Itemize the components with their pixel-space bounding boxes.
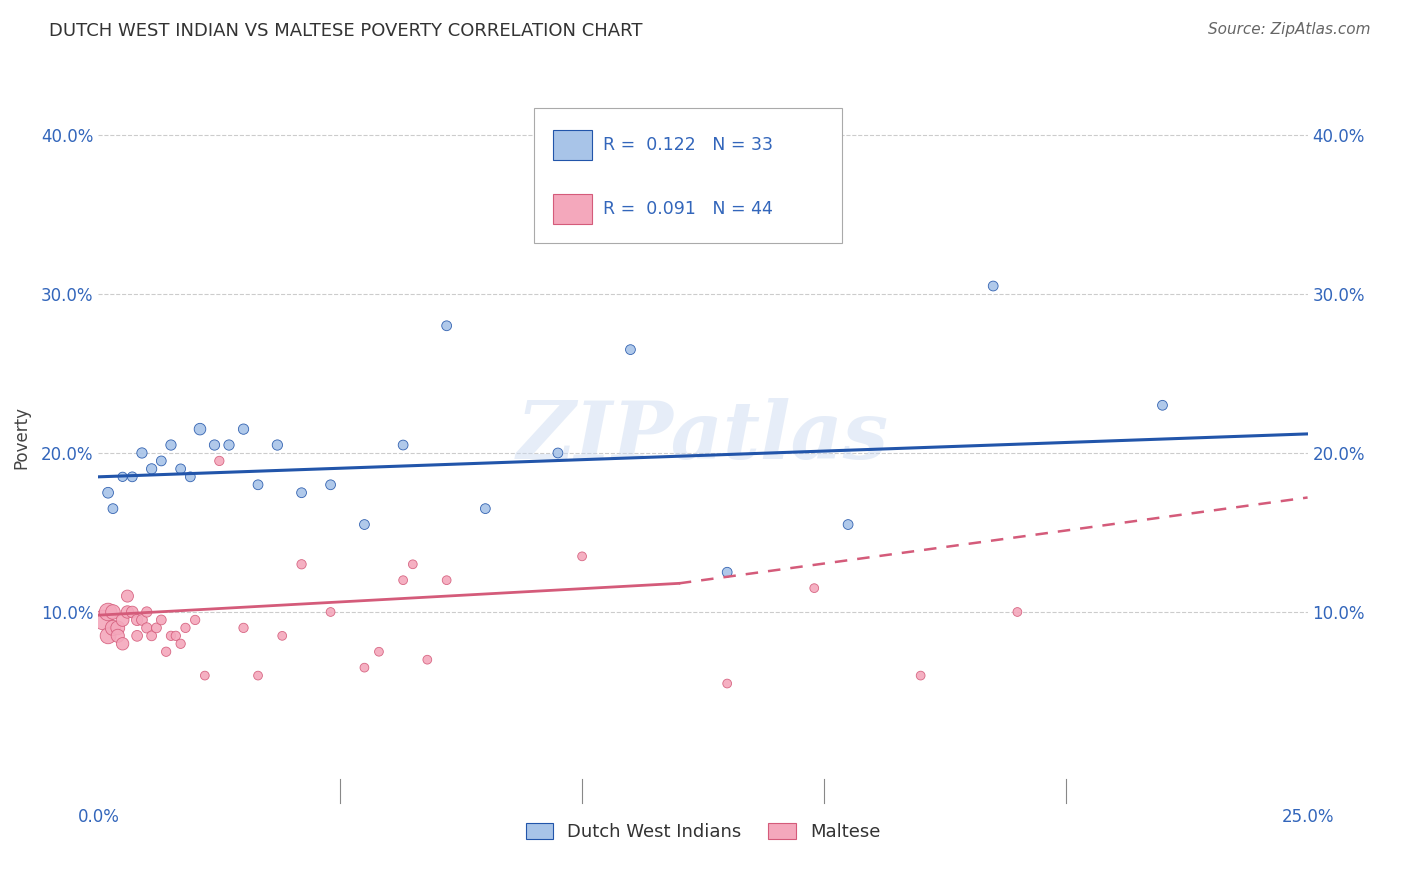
Point [232,621,254,635]
Point [392,573,415,587]
Point [155,645,177,659]
Point [111,613,134,627]
Point [127,613,149,627]
Point [353,517,375,532]
Point [436,573,458,587]
Point [547,446,569,460]
Point [150,613,173,627]
Point [188,422,211,436]
Point [218,438,240,452]
Text: Source: ZipAtlas.com: Source: ZipAtlas.com [1208,22,1371,37]
Point [135,621,157,635]
Point [150,454,173,468]
Text: R =  0.091   N = 44: R = 0.091 N = 44 [603,200,772,218]
Point [121,470,143,484]
FancyBboxPatch shape [534,108,842,244]
Point [319,605,342,619]
Point [117,605,139,619]
Point [160,438,183,452]
Point [402,558,425,572]
Point [121,605,143,619]
Point [141,629,163,643]
Y-axis label: Poverty: Poverty [11,406,30,468]
Point [111,637,134,651]
Point [145,621,167,635]
Point [368,645,391,659]
Point [619,343,641,357]
Point [131,446,153,460]
Point [179,470,201,484]
Point [194,668,217,682]
FancyBboxPatch shape [553,194,592,224]
Point [107,629,129,643]
Point [271,629,294,643]
Point [1152,398,1174,412]
Point [392,438,415,452]
Point [247,477,270,491]
Point [981,279,1004,293]
Point [416,653,439,667]
Point [208,454,231,468]
Point [803,581,825,595]
Legend: Dutch West Indians, Maltese: Dutch West Indians, Maltese [519,816,887,848]
Point [107,621,129,635]
Text: R =  0.122   N = 33: R = 0.122 N = 33 [603,136,773,153]
Point [97,629,120,643]
Point [111,470,134,484]
Point [174,621,197,635]
Point [474,501,496,516]
Point [135,605,157,619]
Point [266,438,288,452]
Point [571,192,593,206]
Point [165,629,187,643]
Point [232,422,254,436]
Point [169,462,191,476]
Point [101,501,124,516]
Point [716,566,738,580]
Point [184,613,207,627]
Point [101,605,124,619]
Point [571,549,593,564]
Point [837,517,859,532]
Point [141,462,163,476]
Text: ZIPatlas: ZIPatlas [517,399,889,475]
Point [101,621,124,635]
Point [319,477,342,491]
Point [131,613,153,627]
Point [91,613,114,627]
Point [117,589,139,603]
Point [910,668,932,682]
Point [716,676,738,690]
Point [436,318,458,333]
Point [97,605,120,619]
Point [169,637,191,651]
Point [353,660,375,674]
Point [160,629,183,643]
Text: DUTCH WEST INDIAN VS MALTESE POVERTY CORRELATION CHART: DUTCH WEST INDIAN VS MALTESE POVERTY COR… [49,22,643,40]
FancyBboxPatch shape [553,129,592,161]
Point [290,558,312,572]
Point [97,485,120,500]
Point [1007,605,1029,619]
Point [204,438,226,452]
Point [127,629,149,643]
Point [247,668,270,682]
Point [290,485,312,500]
